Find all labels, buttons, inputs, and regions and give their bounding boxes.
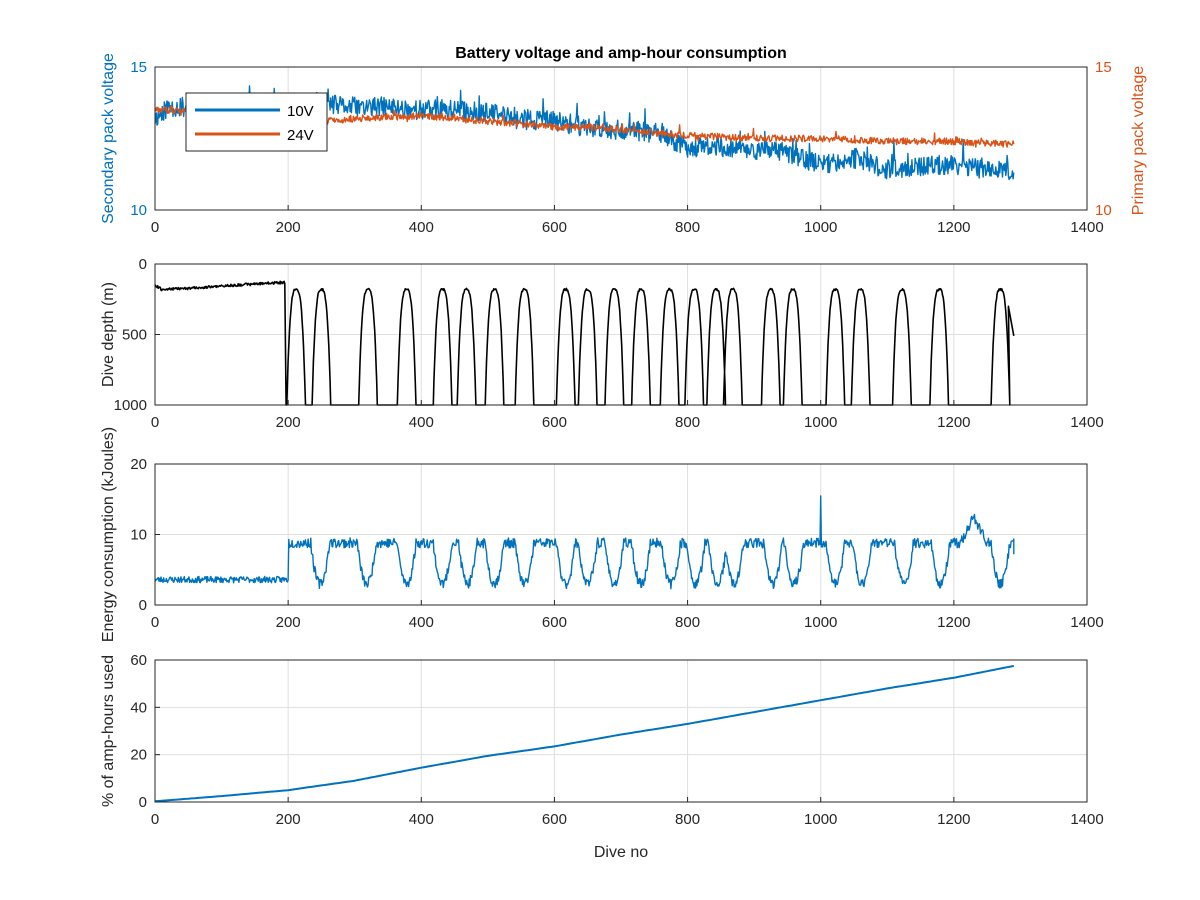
depth-ticks: 0 200 400 600 800 1000 1200 1400 0 500 1000 [114, 256, 1104, 431]
x-tick-label: 1200 [937, 614, 970, 631]
amphour-panel: 0 200 400 600 800 1000 1200 1400 0 20 40 60 % of am… [100, 652, 1104, 861]
y-right-tick-label: 10 [1095, 202, 1112, 219]
x-tick-label: 1000 [804, 811, 837, 828]
x-tick-label: 600 [542, 614, 567, 631]
x-tick-label: 200 [276, 414, 301, 431]
x-tick-label: 0 [151, 811, 159, 828]
legend-label-24v: 24V [287, 127, 314, 144]
y-tick-label: 10 [130, 527, 147, 544]
x-tick-label: 800 [675, 614, 700, 631]
x-tick-label: 400 [409, 414, 434, 431]
x-tick-label: 1200 [937, 219, 970, 236]
voltage-axes-box [154, 66, 1088, 211]
x-tick-label: 1400 [1070, 614, 1103, 631]
depth-series [154, 280, 1015, 406]
x-tick-label: 1000 [804, 614, 837, 631]
x-tick-label: 400 [409, 811, 434, 828]
x-tick-label: 600 [542, 414, 567, 431]
voltage-right-axis-label: Primary pack voltage [1130, 66, 1147, 215]
x-tick-label: 1200 [937, 414, 970, 431]
x-tick-label: 1000 [804, 414, 837, 431]
y-right-tick-label: 15 [1095, 59, 1112, 76]
y-tick-label: 15 [130, 59, 147, 76]
y-tick-label: 10 [130, 202, 147, 219]
x-tick-label: 600 [542, 811, 567, 828]
x-tick-label: 1400 [1070, 414, 1103, 431]
amphour-axis-label: % of amp-hours used [100, 655, 117, 807]
x-axis-label: Dive no [594, 844, 648, 861]
y-tick-label: 0 [139, 256, 147, 273]
y-tick-label: 40 [130, 699, 147, 716]
x-tick-label: 1400 [1070, 811, 1103, 828]
x-tick-label: 800 [675, 811, 700, 828]
voltage-legend: 10V 24V [185, 92, 328, 152]
chart-title: Battery voltage and amp-hour consumption [455, 45, 787, 62]
y-tick-label: 500 [122, 327, 147, 344]
x-tick-label: 1000 [804, 219, 837, 236]
depth-panel: 0 200 400 600 800 1000 1200 1400 0 500 1000 Dive d… [100, 256, 1104, 431]
x-tick-label: 400 [409, 219, 434, 236]
x-tick-label: 200 [276, 614, 301, 631]
y-tick-label: 20 [130, 747, 147, 764]
energy-panel: 0 200 400 600 800 1000 1200 1400 0 10 20 Energy co… [100, 427, 1104, 642]
legend-box [185, 92, 328, 152]
amphour-series [154, 664, 1015, 803]
x-tick-label: 800 [675, 219, 700, 236]
x-tick-label: 800 [675, 414, 700, 431]
voltage-left-axis-label: Secondary pack voltage [100, 53, 117, 224]
x-tick-label: 1400 [1070, 219, 1103, 236]
x-tick-label: 200 [276, 219, 301, 236]
x-tick-label: 0 [151, 219, 159, 236]
x-tick-label: 400 [409, 614, 434, 631]
depth-line [154, 280, 1015, 406]
y-tick-label: 60 [130, 652, 147, 669]
y-tick-label: 0 [139, 794, 147, 811]
amphour-axes-box [154, 659, 1088, 803]
x-tick-label: 0 [151, 414, 159, 431]
y-tick-label: 0 [139, 597, 147, 614]
depth-axis-label: Dive depth (m) [100, 282, 117, 387]
energy-series [154, 495, 1015, 590]
x-tick-label: 200 [276, 811, 301, 828]
amphour-ticks: 0 200 400 600 800 1000 1200 1400 0 20 40 60 [130, 652, 1103, 828]
energy-line [154, 495, 1015, 590]
legend-label-10v: 10V [287, 103, 314, 120]
energy-ticks: 0 200 400 600 800 1000 1200 1400 0 10 20 [130, 456, 1103, 631]
y-tick-label: 20 [130, 456, 147, 473]
energy-axis-label: Energy consumption (kJoules) [100, 427, 117, 642]
x-tick-label: 1200 [937, 811, 970, 828]
amphour-line [154, 664, 1015, 803]
y-tick-label: 1000 [114, 397, 147, 414]
x-tick-label: 0 [151, 614, 159, 631]
x-tick-label: 600 [542, 219, 567, 236]
